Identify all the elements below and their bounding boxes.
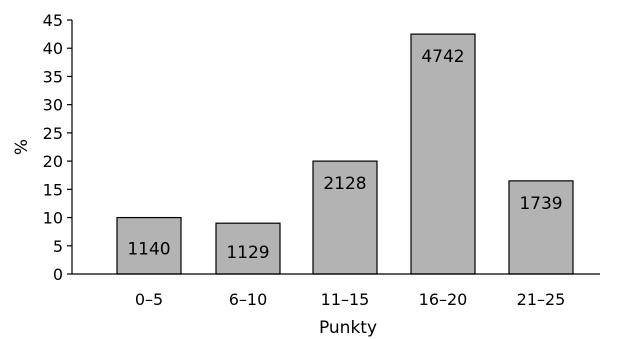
y-tick-label: 5 (53, 237, 63, 256)
bar (410, 33, 476, 275)
y-tick-label: 30 (43, 96, 63, 115)
y-tick-label: 10 (43, 209, 63, 228)
y-tick-label: 35 (43, 67, 63, 86)
bar-data-label: 4742 (421, 47, 464, 67)
bars: 1140 1129 2128 4742 1739 (116, 33, 574, 275)
y-axis: 0 5 10 15 20 25 30 35 40 45 (43, 11, 73, 284)
y-tick-label: 0 (53, 265, 63, 284)
bar-data-label: 1140 (127, 240, 170, 260)
x-tick-label: 0–5 (135, 290, 163, 309)
x-tick-label: 16–20 (419, 290, 468, 309)
x-tick-label: 6–10 (229, 290, 268, 309)
x-axis: 0–5 6–10 11–15 16–20 21–25 (72, 273, 600, 309)
bar (215, 222, 281, 275)
bar-data-label: 1129 (226, 243, 269, 263)
y-axis-title: % (12, 139, 32, 155)
bar (312, 160, 378, 275)
bar (508, 180, 574, 275)
bar-data-label: 1739 (519, 194, 562, 214)
x-axis-title: Punkty (319, 318, 377, 338)
y-tick-label: 25 (43, 124, 63, 143)
bar-data-label: 2128 (323, 174, 366, 194)
x-tick-label: 11–15 (321, 290, 370, 309)
bar (116, 216, 182, 275)
y-tick-label: 40 (43, 39, 63, 58)
y-tick-label: 15 (43, 180, 63, 199)
y-tick-label: 20 (43, 152, 63, 171)
x-tick-label: 21–25 (517, 290, 566, 309)
y-tick-label: 45 (43, 11, 63, 30)
